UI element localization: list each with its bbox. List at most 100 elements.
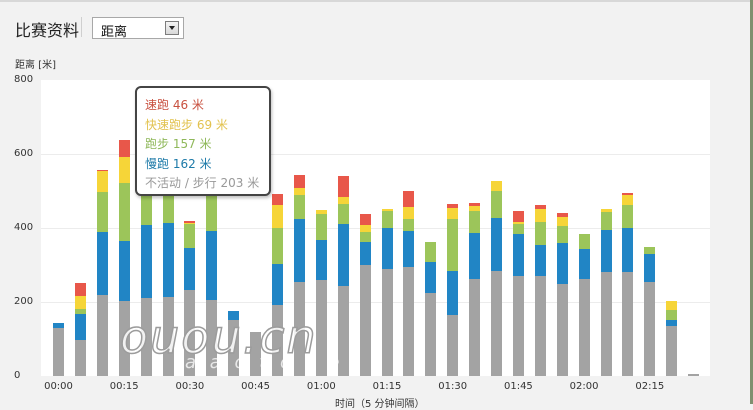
bar-segment (600, 229, 612, 273)
bar-00:35[interactable] (206, 195, 218, 376)
bar-segment (666, 326, 678, 376)
bar-segment (556, 283, 568, 376)
bar-segment (228, 320, 240, 376)
bar-segment (600, 272, 612, 376)
bar-segment (491, 218, 502, 271)
bar-00:55[interactable] (293, 175, 305, 376)
bar-segment (447, 203, 459, 209)
bar-01:30[interactable] (447, 203, 459, 376)
top-border (0, 0, 753, 2)
metric-select[interactable]: 距离 (92, 17, 184, 40)
x-tick-label: 01:45 (503, 381, 533, 392)
bar-segment (534, 209, 546, 223)
bar-segment (556, 216, 568, 226)
bar-segment (491, 191, 502, 219)
y-tick-label: 600 (14, 148, 34, 159)
tooltip-row: 快速跑步 69 米 (145, 117, 228, 132)
tooltip-row: 速跑 46 米 (145, 98, 204, 112)
bar-segment (491, 181, 502, 192)
bar-00:00[interactable] (53, 322, 64, 376)
bar-segment (512, 222, 524, 224)
bar-segment (534, 276, 546, 376)
metric-select-value: 距离 (101, 25, 128, 40)
bar-segment (381, 269, 393, 376)
bar-segment (53, 322, 64, 328)
bar-01:45[interactable] (512, 211, 524, 376)
bar-segment (534, 205, 546, 210)
bar-segment (622, 205, 634, 229)
page-title: 比赛资料 (15, 21, 80, 40)
bar-segment (206, 195, 218, 232)
bar-segment (337, 196, 349, 204)
x-tick-label: 00:45 (241, 381, 270, 392)
bar-02:10[interactable] (622, 193, 634, 376)
bar-00:20[interactable] (140, 189, 152, 376)
bar-01:10[interactable] (359, 213, 371, 376)
bar-01:20[interactable] (403, 191, 415, 376)
bar-00:05[interactable] (74, 283, 86, 376)
bar-00:50[interactable] (272, 194, 283, 376)
bar-01:40[interactable] (491, 181, 502, 376)
bar-segment (425, 242, 437, 263)
bar-segment (359, 232, 371, 243)
window-edge (750, 0, 753, 404)
bar-segment (184, 290, 196, 376)
bar-00:45[interactable] (250, 331, 262, 376)
bar-segment (140, 225, 152, 298)
y-tick-label: 800 (14, 74, 34, 85)
bar-00:30[interactable] (184, 221, 196, 376)
bar-01:35[interactable] (469, 203, 481, 376)
bar-01:05[interactable] (337, 175, 349, 376)
bar-segment (622, 272, 634, 376)
bar-segment (425, 262, 437, 294)
bar-segment (469, 233, 481, 280)
bar-segment (447, 270, 459, 315)
x-tick-label: 02:15 (635, 381, 665, 392)
bar-02:25[interactable] (688, 373, 700, 376)
bar-segment (96, 192, 108, 233)
bar-02:20[interactable] (666, 301, 678, 376)
bar-00:25[interactable] (162, 190, 174, 376)
bar-00:10[interactable] (96, 169, 108, 376)
bar-segment (666, 301, 678, 311)
bar-segment (512, 223, 524, 234)
bar-segment (74, 309, 86, 315)
bar-segment (293, 219, 305, 283)
bar-segment (403, 219, 415, 231)
bar-01:50[interactable] (534, 205, 546, 376)
bar-01:55[interactable] (556, 212, 568, 376)
bar-segment (644, 253, 656, 283)
chevron-down-icon[interactable] (165, 21, 179, 35)
bar-segment (272, 228, 283, 264)
bar-segment (359, 242, 371, 265)
bar-segment (556, 225, 568, 243)
bar-segment (359, 225, 371, 233)
bar-segment (512, 211, 524, 223)
bar-segment (140, 297, 152, 376)
bar-segment (512, 233, 524, 277)
bar-01:15[interactable] (381, 209, 393, 376)
bar-00:40[interactable] (228, 311, 240, 376)
tooltip-row: 跑步 157 米 (145, 137, 212, 151)
bar-01:25[interactable] (425, 242, 437, 376)
bar-segment (206, 300, 218, 376)
bar-01:00[interactable] (315, 210, 327, 376)
bar-segment (272, 194, 283, 206)
bar-segment (578, 279, 590, 376)
chart-tooltip: 速跑 46 米快速跑步 69 米跑步 157 米慢跑 162 米不活动 / 步行… (135, 86, 271, 196)
bar-02:00[interactable] (578, 233, 590, 376)
bar-segment (206, 231, 218, 301)
bar-segment (403, 230, 415, 267)
bar-segment (425, 293, 437, 376)
y-tick-label: 200 (14, 296, 34, 307)
bar-segment (469, 279, 481, 376)
bar-02:15[interactable] (644, 246, 656, 376)
gridline (41, 228, 710, 229)
bar-segment (600, 211, 612, 230)
bar-02:05[interactable] (600, 208, 612, 376)
bar-00:15[interactable] (118, 140, 130, 376)
bar-segment (228, 311, 240, 321)
bar-segment (118, 300, 130, 376)
bar-segment (534, 245, 546, 277)
bar-segment (272, 263, 283, 305)
